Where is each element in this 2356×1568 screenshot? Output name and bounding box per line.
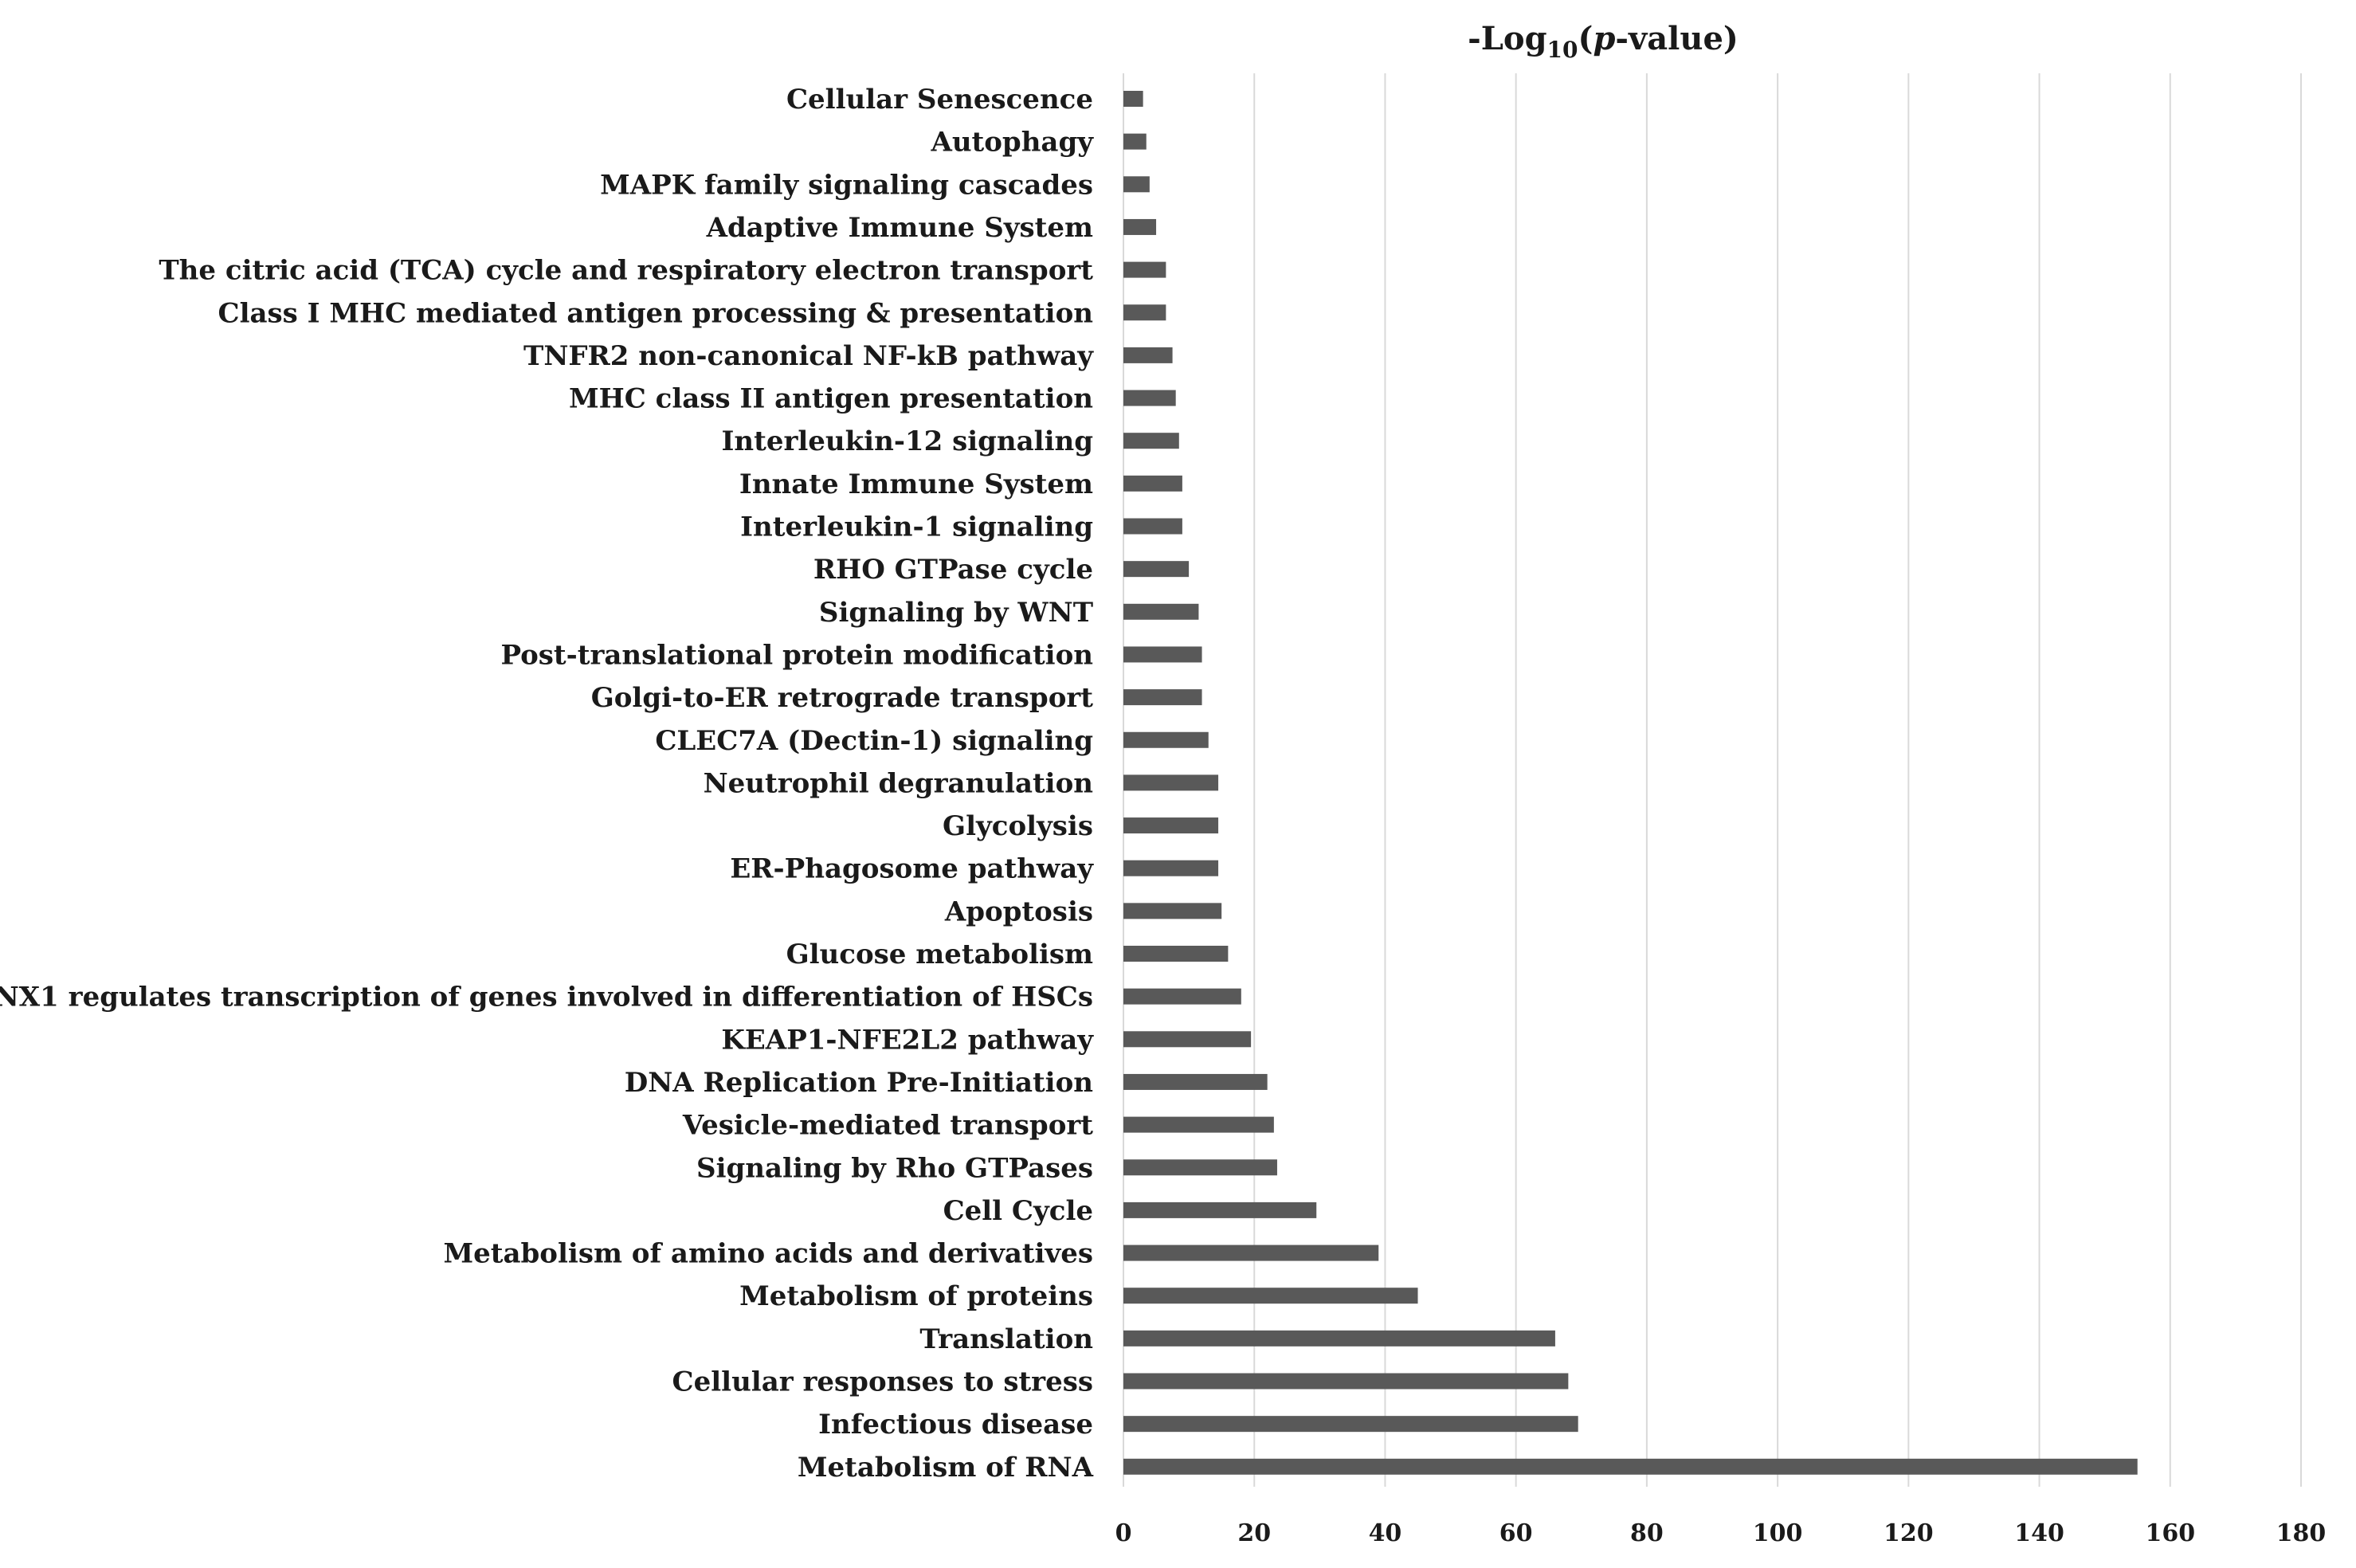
category-label: Metabolism of amino acids and derivative… (444, 1238, 1093, 1270)
category-label: Translation (919, 1323, 1093, 1355)
bar (1123, 1373, 1569, 1390)
bar (1123, 817, 1219, 834)
chart-title: -Log10(p-value) (1468, 20, 1739, 63)
x-tick-label: 140 (2014, 1519, 2064, 1547)
x-tick-label: 60 (1499, 1519, 1533, 1547)
bar (1123, 261, 1166, 278)
bar (1123, 903, 1222, 919)
bar (1123, 1458, 2138, 1475)
category-label: Innate Immune System (739, 468, 1093, 500)
bar (1123, 176, 1150, 193)
bar (1123, 133, 1147, 150)
category-label: RUNX1 regulates transcription of genes i… (0, 982, 1093, 1013)
x-tick-labels: 0 20 40 60 80 100 120 140 160 180 (1115, 1519, 2327, 1547)
category-label: Infectious disease (818, 1409, 1093, 1441)
bar (1123, 1330, 1555, 1347)
category-label: RHO GTPase cycle (813, 554, 1093, 586)
title-open: ( (1578, 20, 1594, 57)
bar (1123, 1288, 1418, 1304)
category-label: Signaling by WNT (819, 597, 1093, 629)
category-label: TNFR2 non-canonical NF-kB pathway (523, 340, 1094, 372)
category-label: Vesicle-mediated transport (682, 1110, 1093, 1142)
gridlines (1123, 73, 2302, 1487)
bar (1123, 1073, 1268, 1090)
x-tick-label: 80 (1630, 1519, 1664, 1547)
bar (1123, 1031, 1252, 1048)
category-label: Interleukin-1 signaling (740, 512, 1093, 543)
x-tick-label: 40 (1369, 1519, 1402, 1547)
category-labels: Cellular Senescence Autophagy MAPK family … (0, 84, 1094, 1484)
category-label: Glycolysis (943, 810, 1093, 842)
bar (1123, 518, 1182, 535)
category-label: Apoptosis (944, 896, 1093, 927)
category-label: Cellular Senescence (786, 84, 1093, 116)
category-label: MAPK family signaling cascades (600, 169, 1093, 201)
category-label: Post-translational protein modification (500, 639, 1093, 671)
bar (1123, 860, 1219, 876)
bars (1123, 91, 2138, 1475)
bar (1123, 603, 1199, 620)
category-label: Cell Cycle (943, 1195, 1093, 1227)
x-tick-label: 160 (2145, 1519, 2195, 1547)
x-tick-label: 120 (1884, 1519, 1934, 1547)
x-tick-label: 100 (1753, 1519, 1803, 1547)
bar (1123, 774, 1219, 791)
bar (1123, 218, 1157, 235)
bar (1123, 433, 1179, 449)
bar (1123, 475, 1182, 492)
bar (1123, 1416, 1578, 1433)
category-label: The citric acid (TCA) cycle and respirat… (159, 255, 1093, 287)
x-tick-label: 180 (2276, 1519, 2327, 1547)
category-label: Neutrophil degranulation (704, 767, 1093, 799)
bar (1123, 1201, 1317, 1218)
category-label: Autophagy (930, 127, 1094, 159)
bar (1123, 1116, 1274, 1133)
bar (1123, 91, 1143, 107)
bar (1123, 1245, 1379, 1261)
category-label: DNA Replication Pre-Initiation (625, 1067, 1093, 1099)
title-suffix: -value) (1615, 20, 1738, 57)
bar (1123, 731, 1209, 748)
category-label: Interleukin-12 signaling (721, 425, 1093, 457)
bar (1123, 390, 1176, 406)
bar (1123, 347, 1173, 363)
bar (1123, 646, 1202, 663)
category-label: Class I MHC mediated antigen processing … (218, 297, 1093, 329)
bar (1123, 689, 1202, 706)
category-label: CLEC7A (Dectin-1) signaling (655, 725, 1093, 757)
x-tick-label: 0 (1115, 1519, 1132, 1547)
bar (1123, 946, 1229, 962)
title-subscript: 10 (1547, 37, 1578, 63)
title-prefix: -Log (1468, 20, 1546, 57)
category-label: Metabolism of proteins (739, 1280, 1093, 1312)
x-tick-label: 20 (1237, 1519, 1271, 1547)
category-label: ER-Phagosome pathway (730, 853, 1094, 885)
category-label: KEAP1-NFE2L2 pathway (721, 1024, 1094, 1056)
category-label: Golgi-to-ER retrograde transport (591, 682, 1094, 714)
bar (1123, 988, 1241, 1005)
category-label: Adaptive Immune System (706, 212, 1093, 244)
bar (1123, 1159, 1277, 1176)
category-label: MHC class II antigen presentation (569, 383, 1093, 415)
category-label: Cellular responses to stress (672, 1366, 1093, 1398)
bar (1123, 304, 1166, 321)
category-label: Metabolism of RNA (798, 1452, 1094, 1484)
title-italic: p (1593, 20, 1615, 57)
category-label: Signaling by Rho GTPases (696, 1152, 1093, 1184)
category-label: Glucose metabolism (786, 939, 1093, 970)
bar (1123, 561, 1190, 578)
